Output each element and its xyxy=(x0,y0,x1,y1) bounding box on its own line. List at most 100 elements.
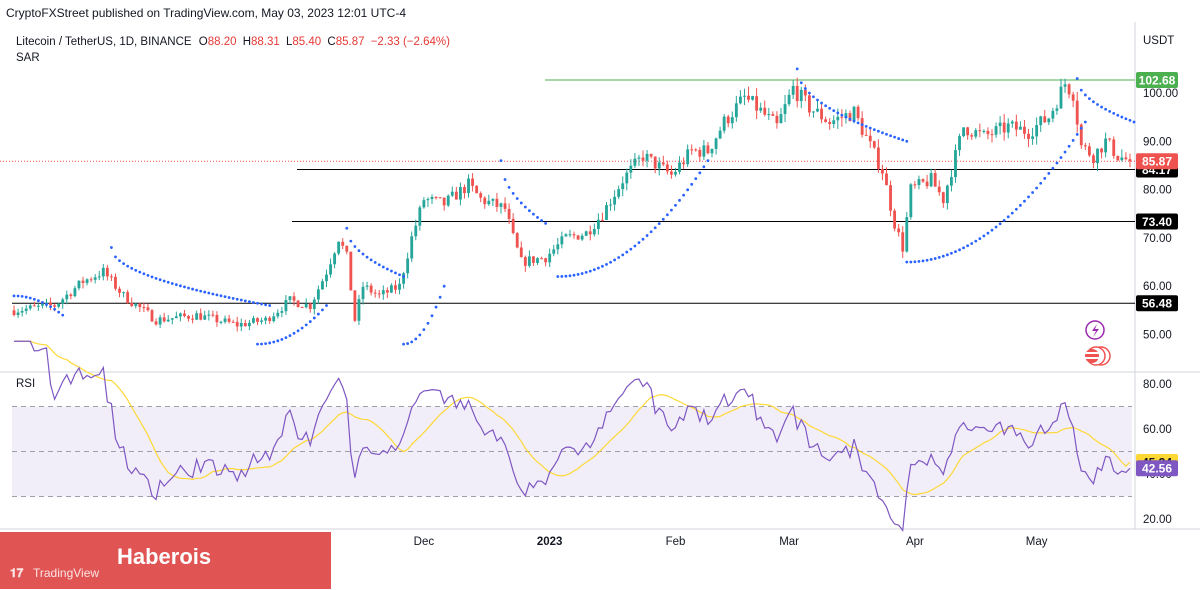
sar-dot xyxy=(897,137,901,140)
sar-dot xyxy=(507,185,511,189)
sar-dot xyxy=(414,337,418,341)
candle-body xyxy=(844,113,848,118)
symbol-name[interactable]: Litecoin / TetherUS, 1D, BINANCE xyxy=(16,36,192,48)
sar-dot xyxy=(917,259,921,263)
sar-dot xyxy=(377,263,381,267)
candle-body xyxy=(641,157,645,161)
sar-dot xyxy=(690,182,694,186)
candle-body xyxy=(1075,100,1079,125)
sar-dot xyxy=(373,260,377,264)
candle-body xyxy=(832,120,836,125)
sar-dot xyxy=(170,282,174,285)
sar-dot xyxy=(909,260,913,264)
sar-dot xyxy=(418,333,422,337)
sar-dot xyxy=(191,287,194,291)
candle-body xyxy=(162,317,166,322)
price-tick-label: 80.00 xyxy=(1143,185,1172,197)
candle-body xyxy=(852,106,856,122)
candle-body xyxy=(682,162,686,165)
sar-dot xyxy=(24,295,28,299)
sar-dot xyxy=(885,132,888,136)
sar-dot xyxy=(572,273,576,277)
sar-indicator-label[interactable]: SAR xyxy=(16,52,40,64)
candle-body xyxy=(1039,116,1043,126)
level-label: 56.48 xyxy=(1142,297,1172,311)
candle-body xyxy=(836,116,840,121)
last-price-label: 85.87 xyxy=(1142,155,1172,169)
candle-body xyxy=(1006,123,1010,133)
candle-body xyxy=(134,303,138,306)
rsi-indicator-label[interactable]: RSI xyxy=(16,378,36,390)
candle-body xyxy=(345,245,349,252)
candle-body xyxy=(1120,157,1124,161)
sar-dot xyxy=(150,275,154,279)
tradingview-wordmark: TradingView xyxy=(33,566,100,580)
candle-body xyxy=(422,200,426,208)
sar-dot xyxy=(803,87,807,90)
price-axis[interactable]: 100.00 90.00 80.00 70.00 60.00 50.00 USDT 80.00… xyxy=(1143,35,1178,526)
candle-body xyxy=(560,236,564,245)
sar-dot xyxy=(860,123,864,127)
candle-body xyxy=(503,203,507,209)
candle-body xyxy=(889,185,892,211)
sar-dot xyxy=(130,266,134,270)
sar-dot xyxy=(126,264,130,268)
candle-body xyxy=(605,205,608,220)
candle-body xyxy=(410,236,414,259)
sar-dot xyxy=(1010,211,1014,215)
candle-body xyxy=(77,280,81,289)
candle-body xyxy=(170,318,174,320)
candle-body xyxy=(645,153,649,161)
candle-body xyxy=(962,127,966,137)
candle-body xyxy=(487,200,491,205)
price-change: −2.33 (−2.64%) xyxy=(370,36,450,48)
candle-body xyxy=(1124,157,1128,160)
candle-body xyxy=(718,130,722,139)
sar-dot xyxy=(503,178,507,181)
candle-body xyxy=(268,317,272,322)
candle-body xyxy=(235,321,239,327)
candle-body xyxy=(300,307,304,309)
sar-dot xyxy=(921,259,925,263)
sar-dot xyxy=(146,274,150,277)
sar-dot xyxy=(592,268,596,272)
candle-body xyxy=(418,207,422,226)
symbol-legend: Litecoin / TetherUS, 1D, BINANCE O88.20 … xyxy=(16,34,450,66)
candle-body xyxy=(986,130,990,135)
sar-dot xyxy=(621,253,625,257)
candle-body xyxy=(406,258,410,274)
candle-body xyxy=(308,303,312,309)
sar-dot xyxy=(369,258,373,262)
candle-body xyxy=(377,293,381,295)
candle-body xyxy=(694,149,698,151)
sar-dot xyxy=(243,299,247,303)
sar-dot xyxy=(617,256,621,259)
sar-dot xyxy=(1055,161,1059,165)
candle-body xyxy=(556,244,560,250)
sar-dot xyxy=(601,264,604,268)
candle-body xyxy=(215,314,219,323)
candle-body xyxy=(519,247,523,258)
last-price-label-bg xyxy=(1136,153,1178,170)
candle-body xyxy=(142,307,146,309)
brand-banner: Haberois 𝟏𝟕 TradingView xyxy=(0,532,331,589)
candle-body xyxy=(390,285,393,293)
sar-dot xyxy=(702,165,706,169)
candle-body xyxy=(653,156,657,169)
candle-body xyxy=(1079,124,1083,146)
sar-dot xyxy=(523,205,527,209)
candle-body xyxy=(150,310,154,322)
candle-body xyxy=(12,310,16,315)
sar-dot xyxy=(1019,203,1022,207)
sar-dot xyxy=(994,225,998,229)
sar-dot xyxy=(134,268,138,272)
candle-body xyxy=(458,187,462,200)
ohlc-open: 88.20 xyxy=(207,36,237,48)
sar-dot xyxy=(901,138,905,142)
candle-body xyxy=(1027,133,1030,139)
candle-body xyxy=(576,235,580,240)
sar-dot xyxy=(57,310,61,314)
sar-dot xyxy=(588,269,592,273)
candle-body xyxy=(775,115,779,124)
